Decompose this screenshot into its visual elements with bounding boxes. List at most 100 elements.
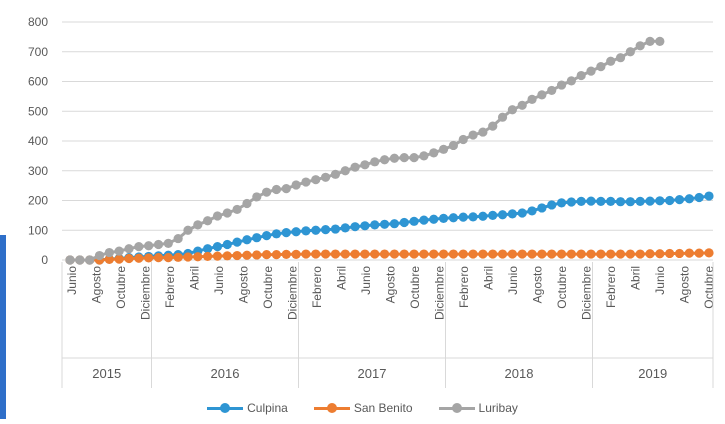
- data-point: [321, 225, 331, 235]
- data-point: [586, 66, 596, 76]
- data-point: [134, 242, 144, 252]
- data-point: [104, 254, 114, 265]
- data-point: [409, 249, 419, 259]
- data-point: [596, 249, 606, 259]
- data-point: [615, 197, 626, 207]
- y-tick-label: 400: [28, 134, 48, 148]
- x-month-label: Abril: [188, 266, 202, 290]
- data-point: [281, 184, 291, 194]
- data-point: [665, 248, 675, 259]
- data-point: [242, 250, 252, 260]
- data-point: [429, 148, 439, 158]
- y-tick-label: 600: [28, 75, 48, 89]
- data-point: [527, 94, 537, 104]
- legend-item-culpina: Culpina: [207, 398, 288, 418]
- data-point: [556, 198, 567, 208]
- legend-label-culpina: Culpina: [247, 401, 288, 415]
- legend-swatch-luribay: [438, 403, 475, 413]
- data-point: [75, 255, 85, 265]
- data-point: [212, 211, 223, 221]
- data-point: [438, 213, 449, 223]
- data-point: [153, 253, 164, 263]
- data-point: [694, 248, 704, 258]
- data-point: [458, 249, 468, 259]
- x-year-label: 2019: [638, 366, 667, 381]
- data-point: [645, 249, 655, 259]
- data-point: [576, 70, 586, 81]
- data-point: [350, 162, 360, 172]
- x-month-label: Junio: [65, 266, 79, 295]
- data-point: [252, 250, 262, 260]
- data-point: [370, 157, 380, 167]
- data-point: [222, 208, 232, 218]
- data-point: [321, 249, 331, 259]
- data-point: [507, 249, 517, 259]
- x-month-label: Febrero: [163, 266, 177, 308]
- data-point: [321, 172, 331, 182]
- data-point: [311, 175, 321, 185]
- data-point: [379, 155, 390, 165]
- data-point: [655, 196, 665, 206]
- data-point: [507, 209, 517, 219]
- x-month-label: Agosto: [531, 266, 545, 304]
- legend-swatch-culpina: [207, 403, 244, 413]
- data-point: [212, 251, 223, 261]
- data-point: [615, 53, 626, 63]
- x-month-label: Junio: [506, 266, 520, 295]
- data-point: [163, 238, 173, 248]
- data-point: [547, 200, 557, 210]
- x-year-label: 2018: [505, 366, 534, 381]
- data-point: [330, 169, 341, 179]
- x-month-label: Agosto: [237, 266, 251, 304]
- data-point: [586, 249, 596, 259]
- x-month-label: Junio: [653, 266, 667, 295]
- data-point: [379, 219, 390, 229]
- data-point: [537, 249, 547, 259]
- data-point: [596, 62, 606, 72]
- data-point: [448, 140, 458, 151]
- y-tick-label: 800: [28, 15, 48, 29]
- data-point: [379, 249, 390, 259]
- data-point: [183, 225, 193, 235]
- legend-item-luribay: Luribay: [438, 398, 518, 418]
- data-point: [645, 196, 655, 206]
- data-point: [478, 127, 488, 137]
- data-point: [507, 105, 517, 115]
- data-point: [566, 249, 576, 259]
- data-point: [665, 195, 675, 206]
- data-point: [389, 219, 400, 229]
- data-point: [429, 249, 439, 259]
- left-accent-bar: [0, 235, 6, 419]
- data-point: [281, 249, 291, 259]
- data-point: [203, 251, 213, 262]
- x-month-label: Octubre: [261, 266, 275, 309]
- data-point: [232, 237, 242, 247]
- data-point: [232, 250, 242, 261]
- data-point: [497, 249, 508, 259]
- data-point: [271, 229, 282, 239]
- data-point: [468, 249, 478, 259]
- x-month-label: Febrero: [457, 266, 471, 308]
- data-point: [262, 187, 272, 197]
- data-point: [163, 253, 173, 263]
- data-point: [625, 197, 635, 207]
- data-point: [517, 249, 527, 259]
- x-month-label: Agosto: [678, 266, 692, 304]
- data-point: [488, 121, 498, 131]
- data-point: [458, 134, 468, 145]
- data-point: [635, 249, 645, 259]
- data-point: [419, 151, 429, 161]
- data-point: [448, 213, 458, 223]
- data-point: [153, 239, 164, 250]
- x-month-label: Octubre: [114, 266, 128, 309]
- data-point: [291, 180, 301, 190]
- data-point: [193, 220, 203, 230]
- data-point: [242, 235, 252, 245]
- data-point: [301, 226, 311, 236]
- data-point: [291, 227, 301, 237]
- data-point: [517, 208, 527, 218]
- data-point: [635, 41, 645, 51]
- x-month-label: Diciembre: [433, 266, 447, 320]
- data-point: [684, 248, 694, 258]
- data-point: [488, 210, 498, 220]
